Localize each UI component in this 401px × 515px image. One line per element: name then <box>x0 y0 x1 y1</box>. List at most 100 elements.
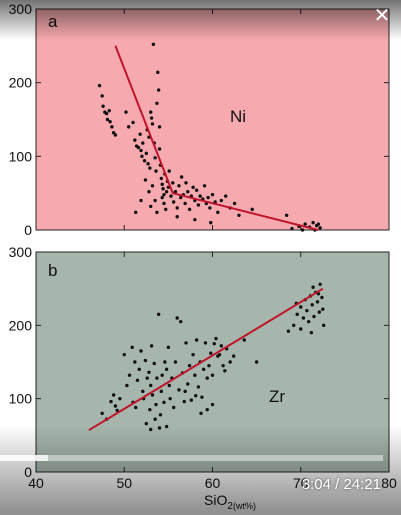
y-tick-label: 0 <box>24 222 32 238</box>
x-tick-label: 70 <box>293 475 309 491</box>
data-point <box>126 125 131 129</box>
data-point <box>130 345 134 350</box>
y-tick-label: 100 <box>9 391 33 407</box>
data-point <box>157 125 162 129</box>
data-point <box>104 111 109 116</box>
data-point <box>184 181 188 185</box>
data-point <box>149 344 154 348</box>
data-point <box>286 329 291 333</box>
data-point <box>216 210 220 215</box>
data-point <box>177 388 181 392</box>
data-point <box>194 338 199 342</box>
chart-panel-zr: 0 100 200 300 b Zr <box>9 244 390 480</box>
time-readout: 3:04 / 24:21 <box>302 476 381 493</box>
trend-line <box>114 45 319 231</box>
data-point <box>137 367 141 372</box>
data-point <box>194 394 198 398</box>
data-point <box>175 215 179 219</box>
data-point <box>108 120 112 124</box>
panel-label: a <box>48 12 58 31</box>
data-point <box>309 330 314 335</box>
element-annotation: Zr <box>269 387 285 406</box>
data-point <box>160 373 164 377</box>
data-point <box>118 396 122 401</box>
data-point <box>196 385 201 389</box>
data-point <box>254 360 259 364</box>
plot-background <box>35 8 390 231</box>
data-point <box>208 206 212 210</box>
data-point <box>144 151 149 156</box>
data-point <box>113 133 118 137</box>
duration: 24:21 <box>343 476 381 493</box>
data-point <box>290 226 294 231</box>
data-point <box>219 344 224 348</box>
data-point <box>153 198 157 203</box>
data-point <box>133 138 137 142</box>
data-point <box>205 407 209 412</box>
current-time: 3:04 <box>301 476 331 493</box>
x-tick-label: 60 <box>205 475 221 491</box>
data-point <box>149 383 153 388</box>
data-point <box>183 389 187 394</box>
data-point <box>155 376 159 380</box>
data-point <box>143 178 148 182</box>
data-point <box>179 175 184 179</box>
data-point <box>147 370 151 374</box>
data-point <box>316 222 321 226</box>
data-point <box>191 352 195 357</box>
data-point <box>194 188 199 192</box>
data-point <box>242 338 246 342</box>
data-point <box>142 159 147 163</box>
data-point <box>161 187 165 191</box>
data-point <box>164 424 169 429</box>
data-point <box>122 352 126 357</box>
data-point <box>155 101 159 105</box>
data-point <box>155 210 159 215</box>
data-point <box>311 285 315 289</box>
data-point <box>210 192 215 197</box>
y-tick-label: 200 <box>9 75 33 91</box>
data-point <box>136 145 141 150</box>
shared-x-axis: 40 50 60 70 80 SiO2(wt%) <box>28 475 397 512</box>
data-point <box>310 303 314 307</box>
data-point <box>127 373 132 377</box>
y-tick-label: 200 <box>9 317 33 333</box>
data-point <box>113 404 118 408</box>
data-point <box>315 300 320 304</box>
data-point <box>150 184 155 188</box>
data-point <box>140 154 144 159</box>
data-point <box>169 194 173 198</box>
data-point <box>159 389 164 394</box>
element-annotation: Ni <box>230 107 246 126</box>
data-point <box>175 206 179 210</box>
y-tick-label: 300 <box>9 1 33 17</box>
data-point <box>97 83 102 88</box>
data-point <box>105 117 110 122</box>
data-point <box>154 169 158 173</box>
data-point <box>318 282 322 286</box>
data-point <box>221 363 225 368</box>
time-separator: / <box>330 476 344 493</box>
data-point <box>214 336 218 341</box>
data-point <box>162 201 166 206</box>
data-point <box>171 181 175 185</box>
data-point <box>209 220 213 225</box>
data-point <box>164 189 169 194</box>
data-point <box>168 396 172 401</box>
data-point <box>149 204 153 209</box>
data-point <box>134 210 138 215</box>
data-point <box>212 341 216 346</box>
data-point <box>152 361 156 366</box>
video-progress-bar[interactable] <box>0 455 383 461</box>
data-point <box>154 402 158 407</box>
data-point <box>162 192 166 197</box>
data-point <box>305 308 309 313</box>
data-point <box>193 217 197 222</box>
data-point <box>303 222 307 226</box>
data-point <box>321 323 326 328</box>
data-point <box>149 427 153 432</box>
data-point <box>160 182 164 187</box>
close-button[interactable]: ✕ <box>373 3 391 27</box>
data-point <box>202 184 207 188</box>
data-point <box>186 189 190 194</box>
